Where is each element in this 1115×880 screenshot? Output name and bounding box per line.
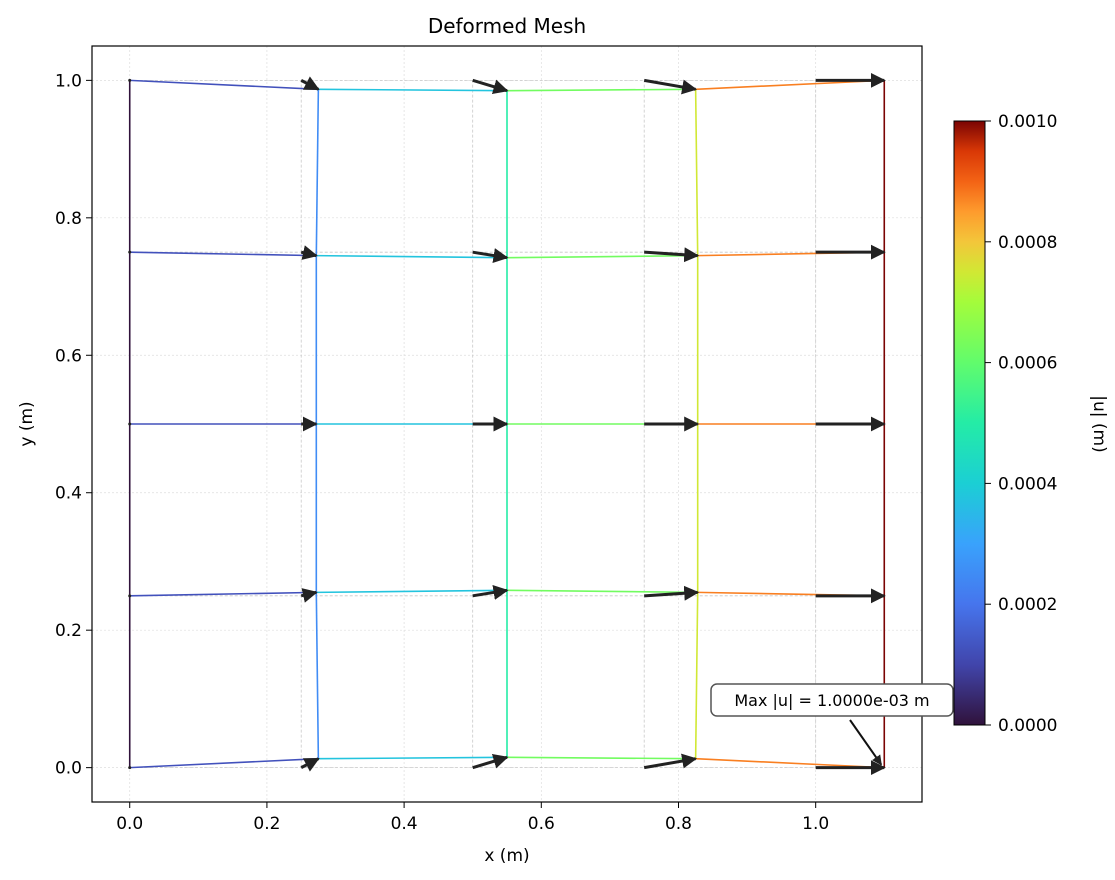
colorbar-tick-label: 0.0000: [998, 716, 1057, 736]
mesh-edge-horizontal: [318, 88, 508, 92]
max-displacement-annotation: Max |u| = 1.0000e-03 m: [710, 683, 954, 766]
x-tick-label: 0.2: [253, 814, 280, 834]
displacement-arrow: [300, 588, 318, 603]
y-tick-label: 0.2: [55, 621, 82, 641]
plot-frame: [91, 45, 923, 803]
displacement-arrow: [644, 585, 700, 601]
y-tick-label: 1.0: [55, 71, 82, 91]
colorbar-tick-label: 0.0010: [998, 112, 1057, 132]
mesh-edge-horizontal: [316, 254, 508, 259]
displacement-arrow: [300, 76, 320, 91]
displacement-arrow: [472, 78, 509, 94]
x-axis-ticks: 0.0 0.2 0.4 0.6 0.8 1.0: [116, 802, 829, 834]
mesh-node: [128, 250, 132, 254]
mesh-edge-horizontal: [316, 589, 508, 594]
x-tick-label: 1.0: [802, 814, 829, 834]
y-tick-label: 0.8: [55, 209, 82, 229]
displacement-arrows: [300, 72, 886, 776]
x-tick-label: 0.4: [391, 814, 418, 834]
displacement-arrow: [300, 757, 320, 772]
displacement-arrow: [300, 245, 318, 260]
colorbar-tick-label: 0.0006: [998, 354, 1057, 374]
colorbar-tick-label: 0.0008: [998, 233, 1057, 253]
chart-title: Deformed Mesh: [428, 14, 586, 38]
displacement-arrow: [643, 78, 698, 95]
mesh-node: [128, 594, 132, 598]
mesh-edge-horizontal: [129, 757, 319, 769]
mesh-edge-horizontal: [506, 254, 698, 259]
colorbar-tick-label: 0.0002: [998, 595, 1057, 615]
mesh-node: [128, 766, 132, 770]
annotation-box: [710, 683, 954, 717]
x-tick-label: 0.6: [528, 814, 555, 834]
mesh-node: [128, 422, 132, 426]
displacement-arrow: [472, 585, 509, 600]
mesh-edge-vertical: [315, 592, 320, 759]
colorbar-ticks: 0.0000 0.0002 0.0004 0.0006 0.0008 0.0010: [985, 112, 1057, 736]
mesh-edge-vertical: [315, 89, 320, 256]
mesh-edge-horizontal: [129, 591, 317, 597]
y-axis-label: y (m): [17, 401, 37, 446]
mesh-edge-horizontal: [506, 589, 698, 594]
displacement-arrow: [644, 247, 700, 263]
mesh-edge-horizontal: [129, 79, 319, 91]
displacement-arrow: [472, 754, 509, 770]
mesh-edge-horizontal: [318, 756, 508, 760]
mesh-edge-vertical: [694, 592, 699, 759]
x-tick-label: 0.8: [665, 814, 692, 834]
colorbar-label: |u| (m): [1089, 395, 1109, 452]
y-tick-label: 0.4: [55, 484, 82, 504]
y-tick-label: 0.0: [55, 759, 82, 779]
mesh-edge-horizontal: [506, 756, 696, 760]
annotation-text: Max |u| = 1.0000e-03 m: [734, 691, 929, 710]
x-axis-label: x (m): [484, 846, 529, 866]
y-axis-ticks: 0.0 0.2 0.4 0.6 0.8 1.0: [55, 71, 92, 779]
annotation-arrow: [849, 719, 883, 766]
y-tick-label: 0.6: [55, 346, 82, 366]
displacement-arrow: [643, 753, 698, 770]
mesh-node: [128, 78, 132, 82]
colorbar-gradient: [953, 120, 986, 726]
displacement-arrow: [472, 248, 509, 263]
colorbar-tick-label: 0.0004: [998, 474, 1057, 494]
mesh-edge-horizontal: [129, 251, 317, 257]
mesh-edge-vertical: [694, 89, 699, 256]
mesh-edge-horizontal: [506, 88, 696, 92]
x-tick-label: 0.0: [116, 814, 143, 834]
colorbar: 0.0000 0.0002 0.0004 0.0006 0.0008 0.0010 |u|…: [953, 112, 1109, 736]
